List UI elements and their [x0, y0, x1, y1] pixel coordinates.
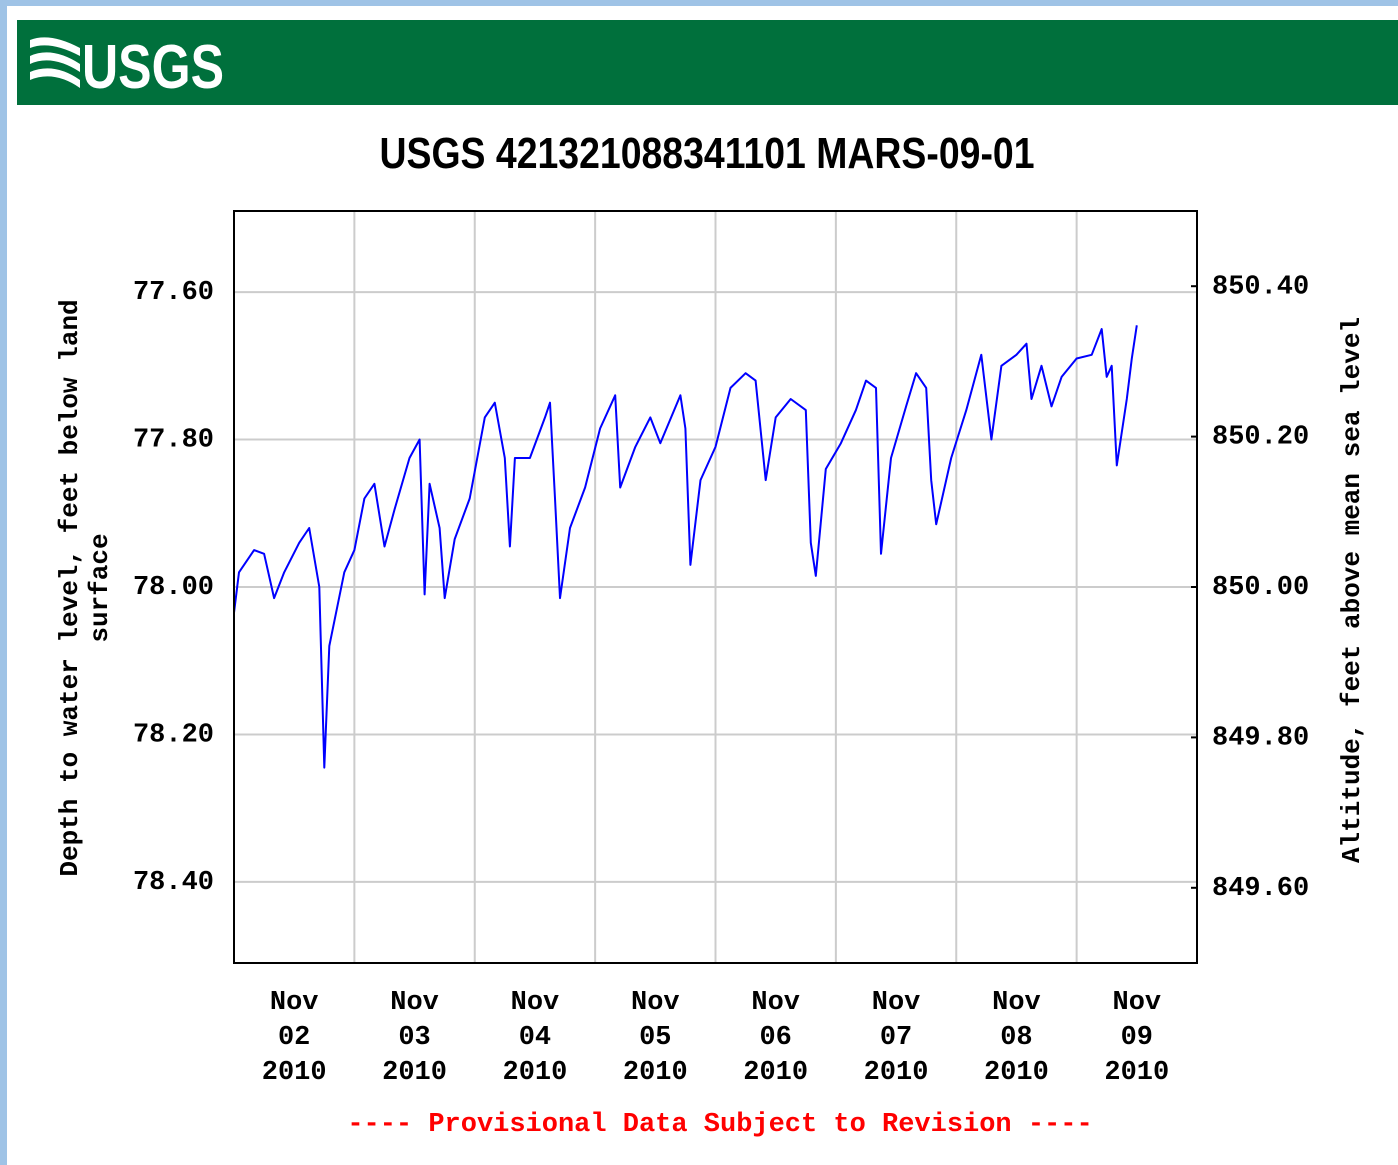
y-tick-label: 77.60 — [133, 278, 214, 308]
y2-tick-label: 850.00 — [1212, 573, 1309, 603]
x-tick-label: Nov 08 2010 — [984, 988, 1049, 1088]
y2-tick-label: 849.80 — [1212, 724, 1309, 754]
x-tick-label: Nov 02 2010 — [262, 988, 327, 1088]
logo-text: USGS — [82, 33, 224, 102]
y-axis-label-line: surface — [85, 533, 115, 642]
data-line — [233, 325, 1138, 769]
x-tick-label: Nov 06 2010 — [743, 988, 808, 1088]
provisional-note: ---- Provisional Data Subject to Revisio… — [347, 1110, 1092, 1140]
x-tick-label-line: 2010 — [984, 1058, 1049, 1088]
x-tick-label-line: 06 — [759, 1023, 791, 1053]
header-bar — [17, 20, 1398, 105]
x-tick-label-line: Nov — [1113, 988, 1162, 1018]
x-tick-label: Nov 07 2010 — [864, 988, 929, 1088]
y2-tick-label: 849.60 — [1212, 874, 1309, 904]
x-tick-label-line: Nov — [992, 988, 1041, 1018]
x-tick-label-line: Nov — [751, 988, 800, 1018]
x-tick-label-line: Nov — [390, 988, 439, 1018]
logo-waves — [30, 37, 80, 88]
x-tick-label-line: Nov — [631, 988, 680, 1018]
window-left-edge — [0, 0, 7, 1165]
plot-frame — [233, 210, 1198, 964]
x-tick-label-line: 09 — [1121, 1023, 1153, 1053]
x-tick-label-line: 05 — [639, 1023, 671, 1053]
y-axis-label-line: Depth to water level, feet below land — [55, 299, 85, 876]
x-tick-label: Nov 04 2010 — [503, 988, 568, 1088]
x-tick-label-line: Nov — [270, 988, 319, 1018]
y2-tick-label: 850.40 — [1212, 272, 1309, 302]
x-tick-label-line: 03 — [398, 1023, 430, 1053]
x-tick-label-line: Nov — [511, 988, 560, 1018]
x-tick-label-line: 02 — [278, 1023, 310, 1053]
x-tick-label: Nov 05 2010 — [623, 988, 688, 1088]
x-tick-label: Nov 03 2010 — [382, 988, 447, 1088]
x-tick-label-line: Nov — [872, 988, 921, 1018]
window-top-edge — [0, 0, 1398, 6]
y-tick-label: 78.00 — [133, 573, 214, 603]
x-tick-label-line: 2010 — [623, 1058, 688, 1088]
y-axis-label: Depth to water level, feet below landsur… — [55, 299, 115, 876]
x-tick-label-line: 08 — [1000, 1023, 1032, 1053]
y2-axis-label: Altitude, feet above mean sea level — [1337, 317, 1367, 863]
x-tick-label-line: 2010 — [262, 1058, 327, 1088]
y2-tick-label: 850.20 — [1212, 423, 1309, 453]
x-tick-label-line: 07 — [880, 1023, 912, 1053]
y-tick-label: 77.80 — [133, 426, 214, 456]
chart-title: USGS 421321088341101 MARS-09-01 — [380, 129, 1035, 178]
x-tick-label-line: 2010 — [382, 1058, 447, 1088]
x-tick-label-line: 2010 — [864, 1058, 929, 1088]
y-tick-label: 78.40 — [133, 868, 214, 898]
y-tick-label: 78.20 — [133, 721, 214, 751]
x-tick-label-line: 2010 — [503, 1058, 568, 1088]
x-tick-label-line: 2010 — [743, 1058, 808, 1088]
x-tick-label: Nov 09 2010 — [1104, 988, 1169, 1088]
x-tick-label-line: 2010 — [1104, 1058, 1169, 1088]
x-tick-label-line: 04 — [519, 1023, 551, 1053]
